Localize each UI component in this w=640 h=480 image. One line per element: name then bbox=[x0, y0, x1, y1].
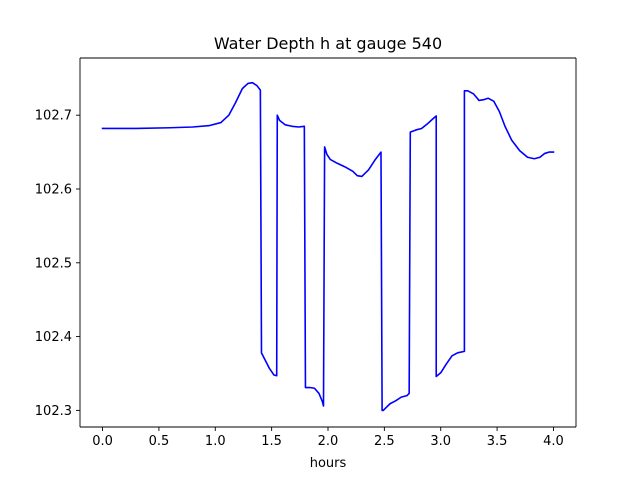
y-tick-label: 102.5 bbox=[35, 256, 72, 271]
x-tick-label: 4.0 bbox=[543, 434, 564, 449]
y-tick-label: 102.7 bbox=[35, 109, 72, 124]
x-tick-label: 1.5 bbox=[261, 434, 282, 449]
y-tick-label: 102.6 bbox=[35, 182, 72, 197]
x-tick-label: 2.5 bbox=[374, 434, 395, 449]
x-axis-label: hours bbox=[310, 456, 347, 471]
series-line-0 bbox=[101, 81, 555, 412]
chart-title: Water Depth h at gauge 540 bbox=[214, 34, 442, 53]
x-tick-label: 1.0 bbox=[205, 434, 226, 449]
x-tick-label: 0.0 bbox=[92, 434, 113, 449]
y-tick-label: 102.4 bbox=[35, 330, 72, 345]
x-tick-label: 2.0 bbox=[318, 434, 339, 449]
plot-area: 0.0 0.5 1.0 1.5 2.0 2.5 3.0 3.5 4.0 102.3 102.4 102… bbox=[35, 57, 577, 449]
y-tick-label: 102.3 bbox=[35, 404, 72, 419]
x-tick-label: 3.0 bbox=[430, 434, 451, 449]
x-tick-label: 3.5 bbox=[487, 434, 508, 449]
x-tick-label: 0.5 bbox=[149, 434, 170, 449]
